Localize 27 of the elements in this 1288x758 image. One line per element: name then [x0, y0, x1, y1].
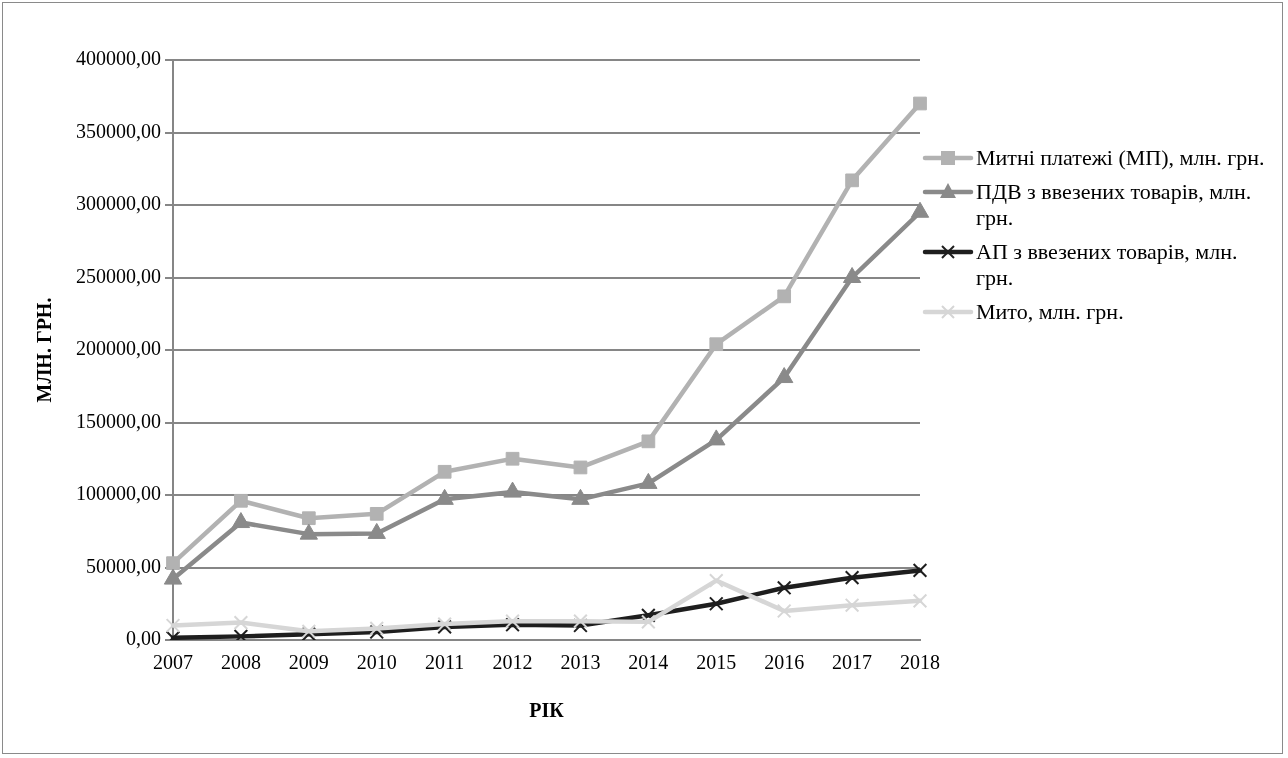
y-tick-label: 0,00 — [126, 627, 161, 650]
x-tick-label: 2017 — [832, 651, 873, 674]
y-tick-label: 50000,00 — [86, 554, 161, 577]
y-tick-label: 150000,00 — [76, 409, 161, 432]
x-tick-label: 2011 — [425, 651, 465, 674]
x-tick-label: 2012 — [492, 651, 533, 674]
x-tick-label: 2015 — [696, 651, 737, 674]
x-tick-label: 2009 — [288, 651, 329, 674]
x-tick-label: 2013 — [560, 651, 601, 674]
legend-label: Мито, млн. грн. — [976, 299, 1124, 325]
y-tick-label: 350000,00 — [76, 119, 161, 142]
x-tick-label: 2018 — [900, 651, 940, 674]
y-axis-title: МЛН. ГРН. — [33, 297, 56, 403]
y-tick-label: 100000,00 — [76, 482, 161, 505]
x-tick-label: 2007 — [153, 651, 193, 674]
y-tick-label: 250000,00 — [76, 264, 161, 287]
y-tick-label: 400000,00 — [76, 47, 161, 70]
x-tick-label: 2016 — [764, 651, 805, 674]
x-tick-label: 2010 — [356, 651, 397, 674]
legend-label: АП з ввезених товарів, млн. грн. — [976, 239, 1239, 291]
x-tick-label: 2008 — [220, 651, 261, 674]
legend-label: ПДВ з ввезених товарів, млн. грн. — [976, 179, 1253, 231]
x-axis-title: РІК — [529, 699, 565, 722]
y-tick-label: 300000,00 — [76, 192, 161, 215]
legend-label: Митні платежі (МП), млн. грн. — [976, 145, 1265, 171]
y-tick-label: 200000,00 — [76, 337, 161, 360]
x-tick-label: 2014 — [628, 651, 669, 674]
